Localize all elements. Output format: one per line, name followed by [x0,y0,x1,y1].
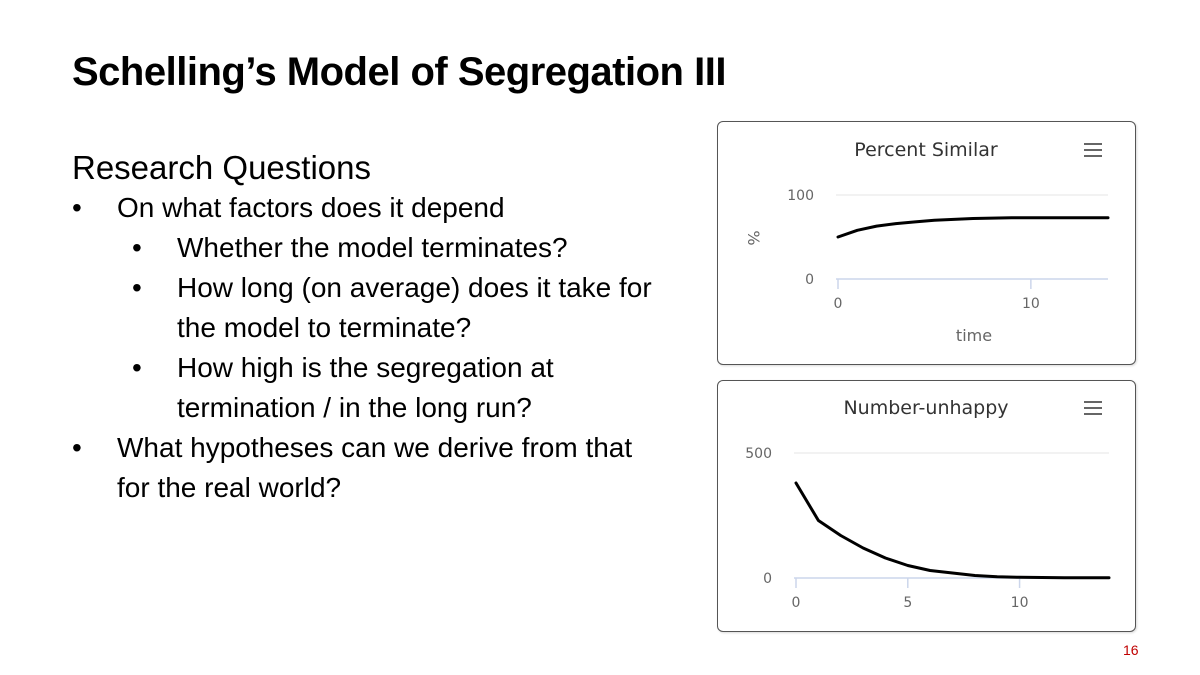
slide-content: Research Questions • On what factors doe… [72,148,672,508]
hamburger-menu-icon[interactable] [1078,140,1108,160]
x-tick-label: 5 [903,595,912,611]
x-axis-title: time [956,326,992,345]
x-tick-label: 10 [1011,595,1029,611]
bullet-list: • On what factors does it depend • Wheth… [72,188,672,508]
bullet-icon: • [132,272,142,303]
bullet-icon: • [72,432,82,463]
plot-area: 0 100 0 10 [787,188,1110,312]
percent-similar-chart: Percent Similar % time 0 100 0 10 [717,121,1136,365]
y-tick-label: 0 [805,272,814,288]
number-unhappy-plot: Number-unhappy 0 500 0 5 10 [745,397,1111,611]
chart-title: Number-unhappy [843,397,1008,419]
percent-similar-plot: Percent Similar % time 0 100 0 10 [744,139,1110,345]
bullet-text: How high is the segregation at terminati… [177,352,554,423]
y-tick-label: 100 [787,188,814,204]
series-line [836,216,1110,239]
plot-area: 0 500 0 5 10 [745,446,1111,611]
slide-title: Schelling’s Model of Segregation III [72,50,726,94]
bullet-text: How long (on average) does it take for t… [177,272,652,343]
bullet-item: • How high is the segregation at termina… [72,348,672,428]
bullet-item: • What hypotheses can we derive from tha… [72,428,672,508]
bullet-text: What hypotheses can we derive from that … [117,432,633,503]
hamburger-menu-icon[interactable] [1078,398,1108,418]
x-tick-label: 0 [792,595,801,611]
bullet-icon: • [132,232,142,263]
bullet-item: • Whether the model terminates? [72,228,672,268]
bullet-text: On what factors does it depend [117,192,505,223]
bullet-item: • On what factors does it depend [72,188,672,228]
bullet-text: Whether the model terminates? [177,232,568,263]
series-line [794,481,1111,580]
y-tick-label: 0 [763,571,772,587]
research-questions-heading: Research Questions [72,149,371,186]
x-tick-label: 10 [1022,296,1040,312]
y-axis-title: % [744,230,763,245]
bullet-icon: • [72,192,82,223]
chart-title: Percent Similar [854,139,998,161]
bullet-item: • How long (on average) does it take for… [72,268,672,348]
bullet-icon: • [132,352,142,383]
y-tick-label: 500 [745,446,772,462]
page-number: 16 [1123,642,1139,658]
x-tick-label: 0 [834,296,843,312]
number-unhappy-chart: Number-unhappy 0 500 0 5 10 [717,380,1136,632]
